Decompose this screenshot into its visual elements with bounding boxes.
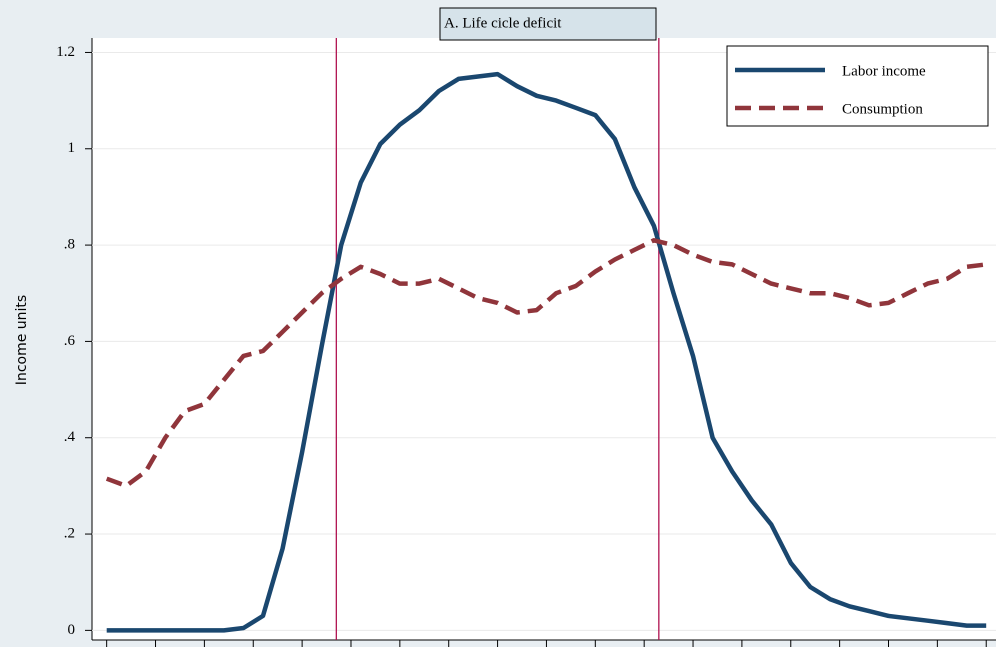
legend-label: Labor income bbox=[842, 63, 926, 79]
y-tick-label: .4 bbox=[64, 429, 76, 445]
y-axis-label: Income units bbox=[14, 295, 30, 385]
y-tick-label: 1.2 bbox=[56, 44, 75, 60]
plot-area bbox=[92, 38, 996, 640]
chart-title: A. Life cicle deficit bbox=[444, 15, 562, 31]
y-tick-label: 1 bbox=[68, 140, 76, 156]
y-tick-label: .2 bbox=[64, 525, 75, 541]
legend-label: Consumption bbox=[842, 101, 923, 117]
title-box bbox=[439, 7, 657, 41]
y-tick-label: .8 bbox=[64, 237, 75, 253]
legend-box bbox=[726, 45, 989, 127]
y-tick-label: 0 bbox=[68, 622, 76, 638]
y-tick-label: .6 bbox=[64, 333, 76, 349]
line-series bbox=[106, 71, 987, 633]
line-series bbox=[105, 238, 987, 489]
